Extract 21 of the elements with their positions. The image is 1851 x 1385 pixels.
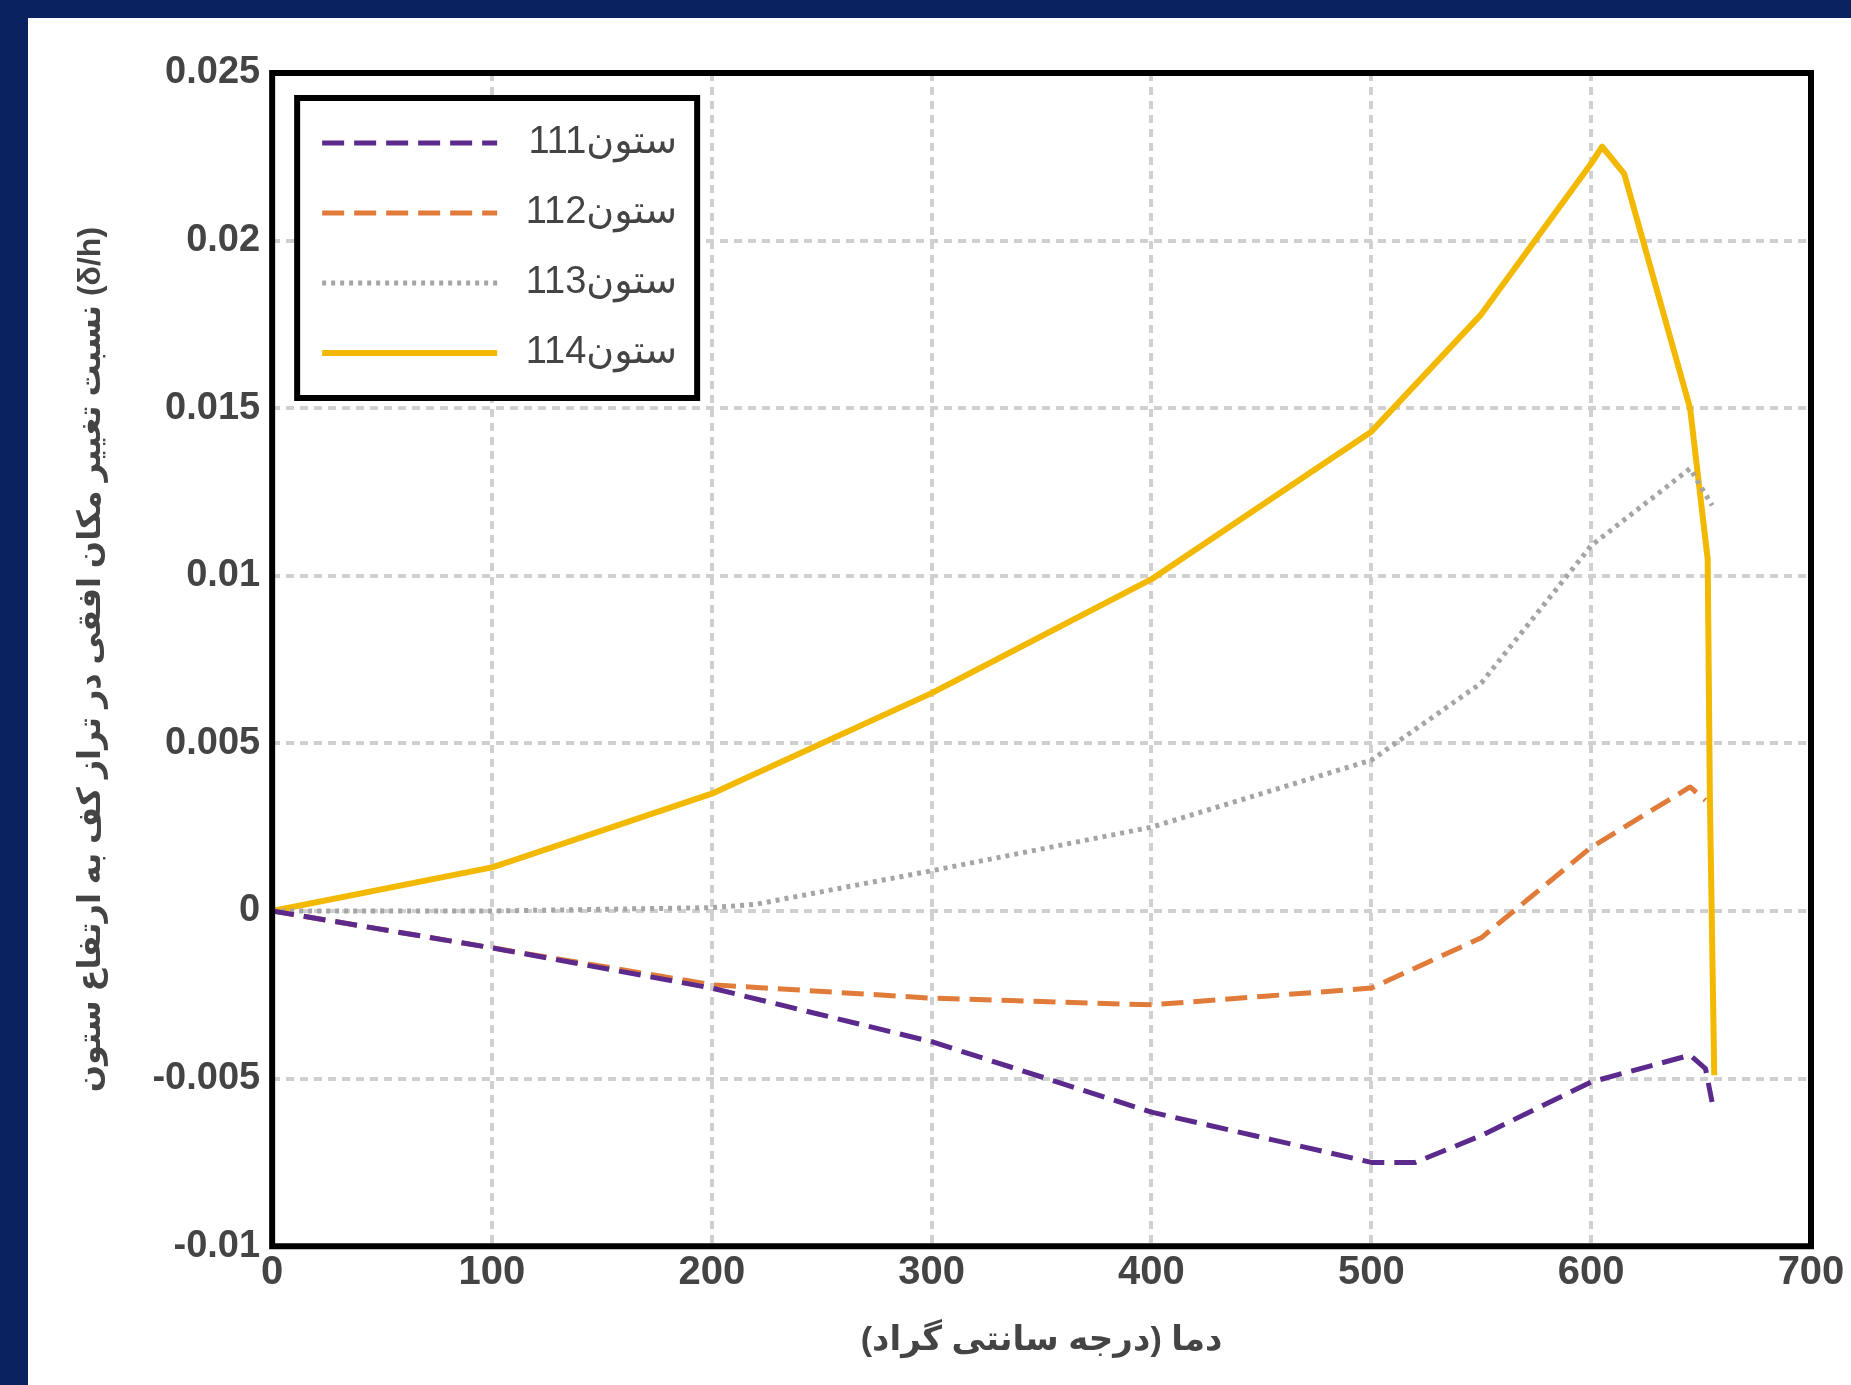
- x-tick-label: 100: [458, 1248, 526, 1293]
- y-tick-label: 0.015: [165, 384, 261, 427]
- legend-label: ستون111: [528, 119, 678, 164]
- x-tick-label: 200: [678, 1248, 746, 1293]
- x-tick-label: 600: [1557, 1248, 1625, 1293]
- legend-label: ستون114: [525, 329, 678, 374]
- y-tick-label: 0.01: [186, 552, 261, 595]
- x-axis-title: دما (درجه سانتی گراد): [860, 1318, 1223, 1359]
- y-tick-label: 0.025: [165, 49, 261, 92]
- y-tick-label: -0.005: [152, 1055, 261, 1098]
- y-axis-title: نسبت تغییر مکان افقی در تراز کف به ارتفاع ستون (δ/h): [71, 226, 109, 1093]
- legend-label: ستون113: [525, 259, 678, 304]
- y-tick-label: 0.02: [186, 217, 261, 260]
- y-tick-label: 0: [239, 887, 261, 930]
- legend-label: ستون112: [525, 189, 678, 234]
- y-tick-label: 0.005: [165, 719, 261, 762]
- y-tick-label: -0.01: [173, 1222, 261, 1265]
- x-tick-label: 300: [898, 1248, 966, 1293]
- x-tick-label: 500: [1337, 1248, 1405, 1293]
- x-tick-label: 700: [1777, 1248, 1845, 1293]
- x-tick-label: 400: [1118, 1248, 1185, 1293]
